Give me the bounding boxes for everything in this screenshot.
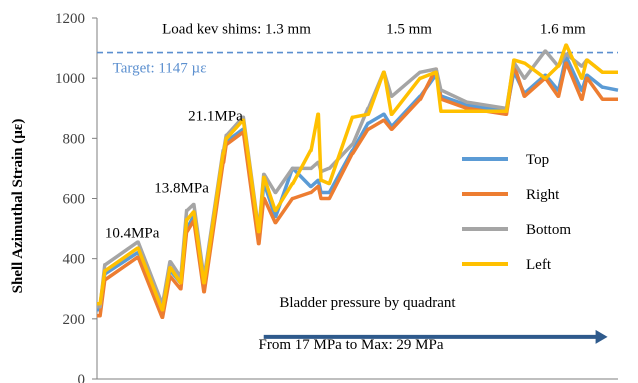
legend: Top Right Bottom Left — [452, 144, 602, 279]
annotation-label: 13.8MPa — [154, 180, 209, 196]
y-tick-label: 600 — [63, 192, 86, 208]
y-axis-label: Shell Azimuthal Strain (µε) — [10, 119, 26, 294]
annotation-label: 1.6 mm — [540, 22, 586, 38]
legend-label-top: Top — [526, 152, 549, 168]
target-label: Target: 1147 µε — [113, 61, 207, 77]
y-tick-label: 1200 — [55, 11, 85, 27]
annotation-label: 1.5 mm — [386, 22, 432, 38]
series-layer — [97, 43, 619, 320]
annotation-label: From 17 MPa to Max: 29 MPa — [259, 337, 444, 353]
annotation-label: Load kev shims: 1.3 mm — [162, 22, 311, 38]
y-tick-label: 1000 — [55, 71, 85, 87]
y-tick-label: 800 — [63, 131, 86, 147]
y-tick-label: 0 — [78, 372, 86, 383]
legend-label-bottom: Bottom — [526, 222, 571, 238]
pressure-arrow-head — [595, 329, 608, 344]
series-line-left — [97, 43, 618, 312]
legend-box — [452, 144, 602, 279]
annotation-layer: Load kev shims: 1.3 mm 1.5 mm 1.6 mm 10.4MP… — [105, 22, 608, 353]
y-tick-label: 400 — [63, 252, 86, 268]
y-tick-label: 200 — [63, 312, 86, 328]
annotation-label: 10.4MPa — [105, 226, 160, 242]
axes: 0 200 400 600 800 1000 1200 — [55, 11, 618, 383]
legend-label-right: Right — [526, 187, 560, 203]
target-layer: Target: 1147 µε — [97, 51, 618, 77]
legend-label-left: Left — [526, 257, 552, 273]
annotation-label: 21.1MPa — [188, 108, 243, 124]
annotation-label: Bladder pressure by quadrant — [279, 295, 456, 311]
